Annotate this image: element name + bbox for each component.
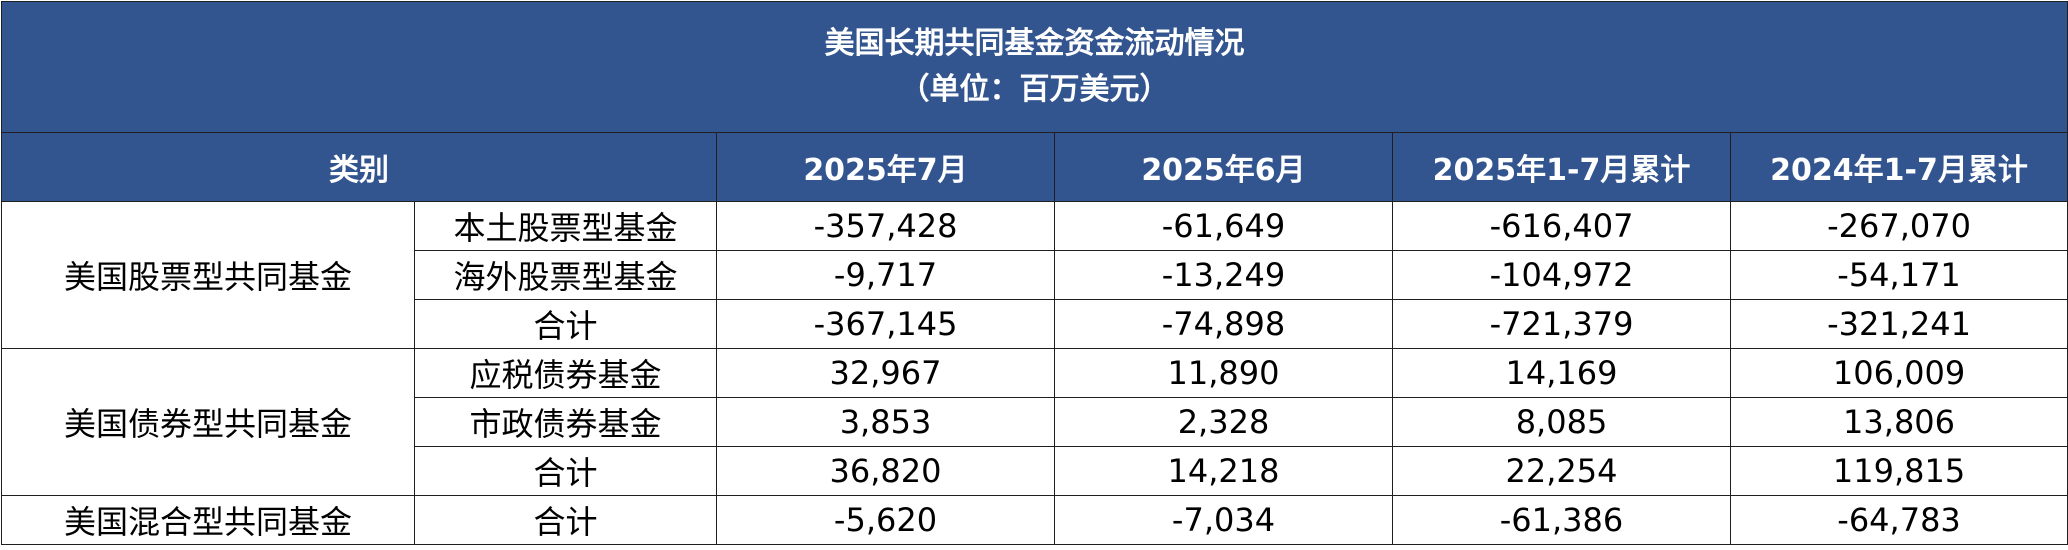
header-category: 类别 <box>1 132 717 202</box>
table-title: 美国长期共同基金资金流动情况 （单位：百万美元） <box>0 1 2068 133</box>
value-cell: -54,171 <box>1729 250 2068 300</box>
subcategory-label: 合计 <box>414 446 717 496</box>
subcategory-label: 市政债券基金 <box>414 397 717 447</box>
table-row: 美国股票型共同基金 本土股票型基金 -357,428 -61,649 -616,… <box>1 201 2068 349</box>
value-cell: -267,070 <box>1729 201 2068 251</box>
header-col-2024-ytd: 2024年1-7月累计 <box>1729 132 2068 202</box>
table-row: 合计 36,820 14,218 22,254 119,815 <box>2 446 2068 496</box>
value-cell: 14,169 <box>1392 348 1731 398</box>
table-title-unit: （单位：百万美元） <box>899 72 1170 107</box>
subcategory-label: 本土股票型基金 <box>414 201 717 251</box>
value-cell: -61,649 <box>1054 201 1393 251</box>
value-cell: 3,853 <box>716 397 1055 447</box>
group-label-bond: 美国债券型共同基金 <box>1 348 415 496</box>
value-cell: -5,620 <box>716 495 1055 545</box>
subcategory-label: 合计 <box>414 299 717 349</box>
subcategory-label: 海外股票型基金 <box>414 250 717 300</box>
value-cell: 14,218 <box>1054 446 1393 496</box>
value-cell: 8,085 <box>1392 397 1731 447</box>
value-cell: 11,890 <box>1054 348 1393 398</box>
value-cell: -74,898 <box>1054 299 1393 349</box>
table-row: 美国债券型共同基金 应税债券基金 32,967 11,890 14,169 10… <box>1 348 2068 496</box>
group-label-equity: 美国股票型共同基金 <box>1 201 415 349</box>
subcategory-label: 合计 <box>414 495 717 545</box>
table-row: 合计 -367,145 -74,898 -721,379 -321,241 <box>2 299 2068 349</box>
value-cell: -616,407 <box>1392 201 1731 251</box>
header-col-2025-07: 2025年7月 <box>716 132 1055 202</box>
value-cell: -721,379 <box>1392 299 1731 349</box>
table-row: 美国混合型共同基金 合计 -5,620 -7,034 -61,386 -64,7… <box>1 495 2068 545</box>
title-row: 美国长期共同基金资金流动情况 （单位：百万美元） <box>0 1 2068 133</box>
value-cell: -104,972 <box>1392 250 1731 300</box>
table-title-main: 美国长期共同基金资金流动情况 <box>824 26 1245 61</box>
value-cell: -7,034 <box>1054 495 1393 545</box>
value-cell: -64,783 <box>1729 495 2068 545</box>
header-row: 类别 2025年7月 2025年6月 2025年1-7月累计 2024年1-7月… <box>1 132 2068 202</box>
value-cell: -61,386 <box>1392 495 1731 545</box>
value-cell: 119,815 <box>1729 446 2068 496</box>
value-cell: -13,249 <box>1054 250 1393 300</box>
group-label-hybrid: 美国混合型共同基金 <box>1 495 415 545</box>
value-cell: -357,428 <box>716 201 1055 251</box>
value-cell: -367,145 <box>716 299 1055 349</box>
value-cell: 13,806 <box>1729 397 2068 447</box>
header-col-2025-ytd: 2025年1-7月累计 <box>1392 132 1731 202</box>
value-cell: 22,254 <box>1392 446 1731 496</box>
value-cell: 32,967 <box>716 348 1055 398</box>
value-cell: 106,009 <box>1729 348 2068 398</box>
value-cell: -321,241 <box>1729 299 2068 349</box>
value-cell: -9,717 <box>716 250 1055 300</box>
value-cell: 2,328 <box>1054 397 1393 447</box>
value-cell: 36,820 <box>716 446 1055 496</box>
header-col-2025-06: 2025年6月 <box>1054 132 1393 202</box>
subcategory-label: 应税债券基金 <box>414 348 717 398</box>
table-row: 海外股票型基金 -9,717 -13,249 -104,972 -54,171 <box>2 250 2068 300</box>
